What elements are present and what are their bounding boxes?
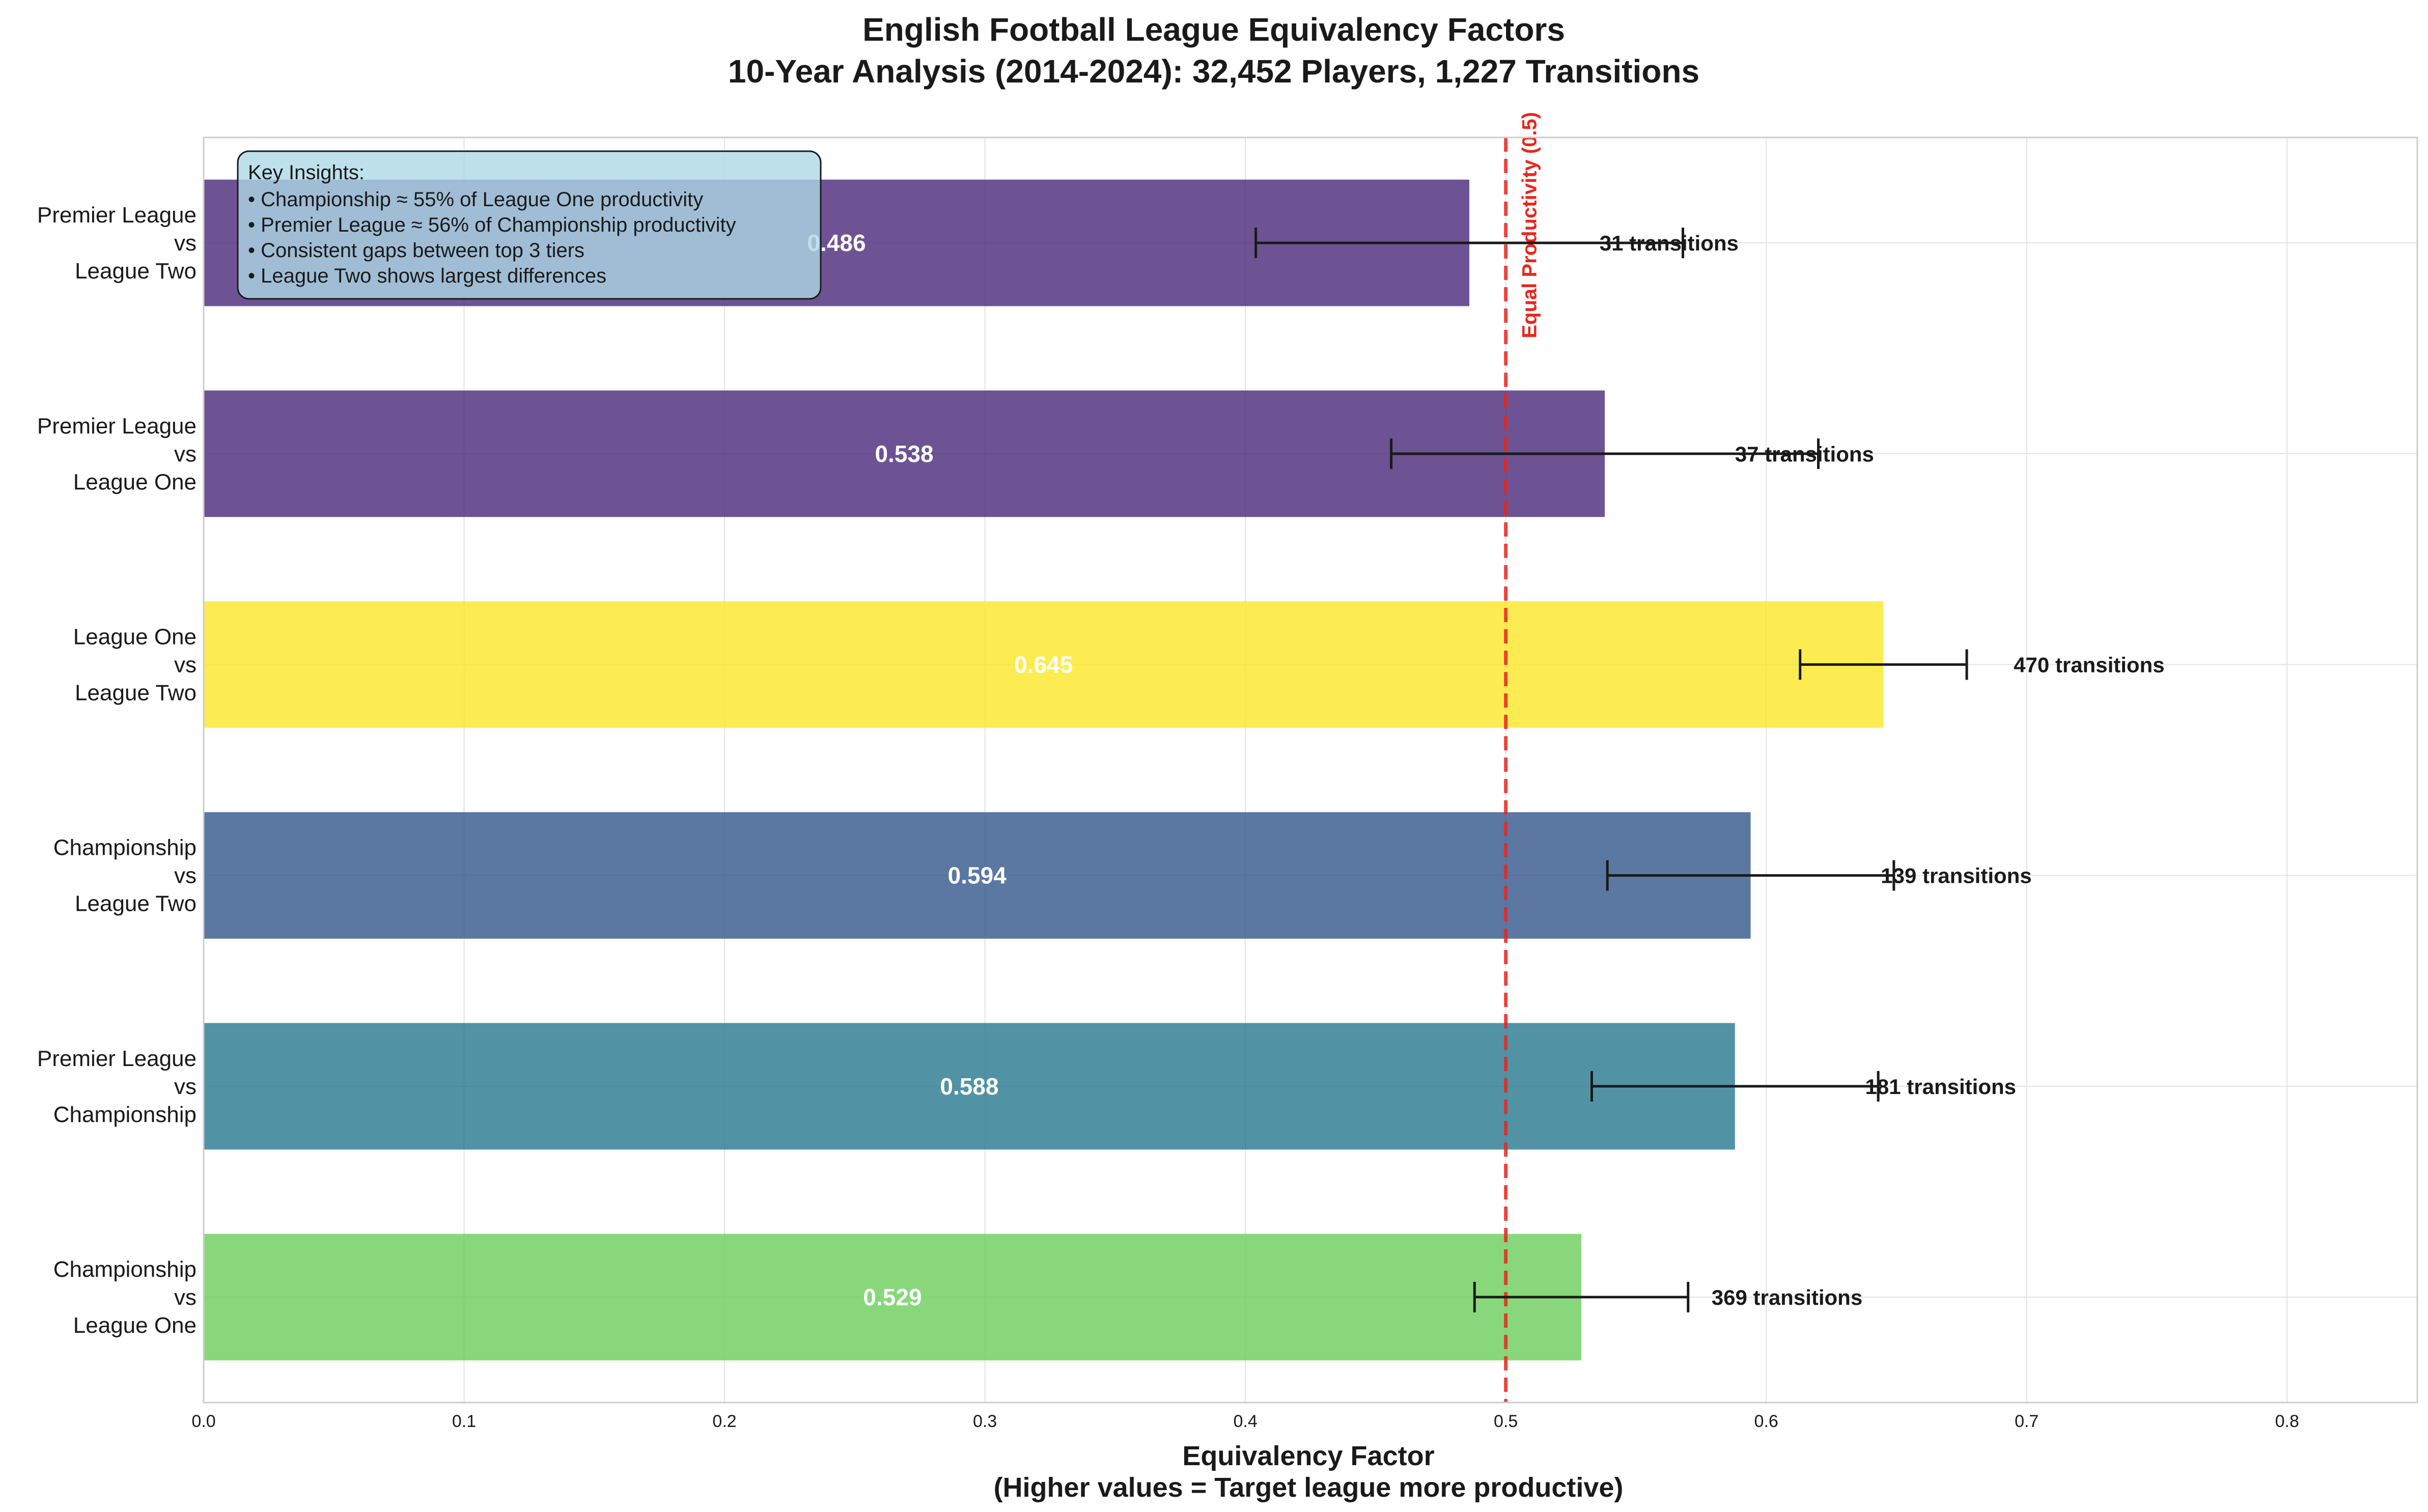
y-tick-label-line: Championship (53, 1102, 197, 1127)
chart-title: English Football League Equivalency Fact… (862, 11, 1565, 48)
insights-line: • Consistent gaps between top 3 tiers (248, 239, 584, 262)
transitions-label: 139 transitions (1881, 864, 2031, 888)
grid (203, 137, 2417, 1403)
y-tick-label-line: vs (174, 1285, 197, 1310)
x-axis-ticks: 0.0 0.1 0.2 0.3 0.4 0.5 0.6 0.7 0.8 (191, 1412, 2299, 1431)
y-tick-label: League One vs League Two (73, 624, 197, 705)
x-tick-label: 0.2 (712, 1412, 736, 1431)
bar-value-label: 0.538 (875, 440, 933, 467)
y-tick-label-line: Championship (53, 835, 197, 860)
y-tick-label-line: League One (73, 1313, 197, 1338)
bar (204, 390, 1605, 517)
y-tick-label-line: League Two (75, 891, 197, 916)
insights-heading: Key Insights: (248, 161, 365, 184)
y-tick-label-line: Championship (53, 1257, 197, 1282)
x-tick-label: 0.4 (1233, 1412, 1257, 1431)
transitions-label: 31 transitions (1600, 231, 1739, 255)
bar (204, 1023, 1735, 1150)
transitions-label: 369 transitions (1712, 1285, 1862, 1309)
insights-line: • League Two shows largest differences (248, 265, 606, 287)
reference-line-label: Equal Productivity (0.5) (1519, 112, 1541, 339)
transitions-label: 470 transitions (2014, 653, 2164, 677)
transitions-label: 181 transitions (1865, 1075, 2016, 1099)
y-tick-label-line: vs (174, 441, 197, 466)
x-tick-label: 0.3 (973, 1412, 997, 1431)
y-tick-label-line: vs (174, 863, 197, 888)
x-tick-label: 0.7 (2015, 1412, 2039, 1431)
bar (204, 1234, 1581, 1361)
insights-line: • Championship ≈ 55% of League One produ… (248, 188, 703, 211)
y-tick-label-line: League One (73, 469, 197, 494)
y-tick-label: Premier League vs Championship (37, 1046, 197, 1127)
chart-subtitle: 10-Year Analysis (2014-2024): 32,452 Pla… (728, 53, 1699, 90)
bar-value-label: 0.588 (940, 1073, 998, 1100)
x-tick-label: 0.1 (452, 1412, 476, 1431)
bar-value-label: 0.594 (948, 862, 1007, 889)
error-bars (1254, 228, 1968, 1312)
y-tick-label-line: League Two (75, 680, 197, 705)
x-tick-label: 0.0 (191, 1412, 215, 1431)
bar (204, 812, 1751, 939)
bar-value-label: 0.529 (863, 1284, 922, 1310)
y-tick-label-line: Premier League (37, 413, 197, 438)
y-tick-label-line: League Two (75, 259, 197, 284)
reference-line-group: Equal Productivity (0.5) (1504, 112, 1541, 1403)
x-tick-label: 0.5 (1494, 1412, 1518, 1431)
y-tick-label-line: vs (174, 1074, 197, 1099)
y-tick-label: Premier League vs League Two (37, 203, 197, 284)
bar (204, 601, 1884, 728)
x-axis-label-note: (Higher values = Target league more prod… (994, 1472, 1624, 1503)
bar-value-label: 0.645 (1014, 651, 1073, 678)
y-tick-label-line: Premier League (37, 203, 197, 228)
x-axis-label: Equivalency Factor (1182, 1441, 1434, 1471)
bar-series (204, 179, 1884, 1361)
y-tick-label-line: vs (174, 231, 197, 256)
y-tick-label: Championship vs League Two (53, 835, 197, 916)
y-tick-label: Championship vs League One (53, 1257, 197, 1338)
x-tick-label: 0.8 (2275, 1412, 2299, 1431)
y-tick-label: Premier League vs League One (37, 413, 197, 494)
key-insights-box: Key Insights: • Championship ≈ 55% of Lea… (237, 150, 822, 300)
transitions-label: 37 transitions (1735, 442, 1874, 466)
plot-frame (203, 136, 2418, 1404)
insights-box-background (237, 150, 822, 300)
y-tick-label-line: League One (73, 624, 197, 649)
insights-line: • Premier League ≈ 56% of Championship p… (248, 214, 736, 236)
y-tick-label-line: Premier League (37, 1046, 197, 1071)
y-tick-label-line: vs (174, 652, 197, 677)
x-tick-label: 0.6 (1754, 1412, 1778, 1431)
